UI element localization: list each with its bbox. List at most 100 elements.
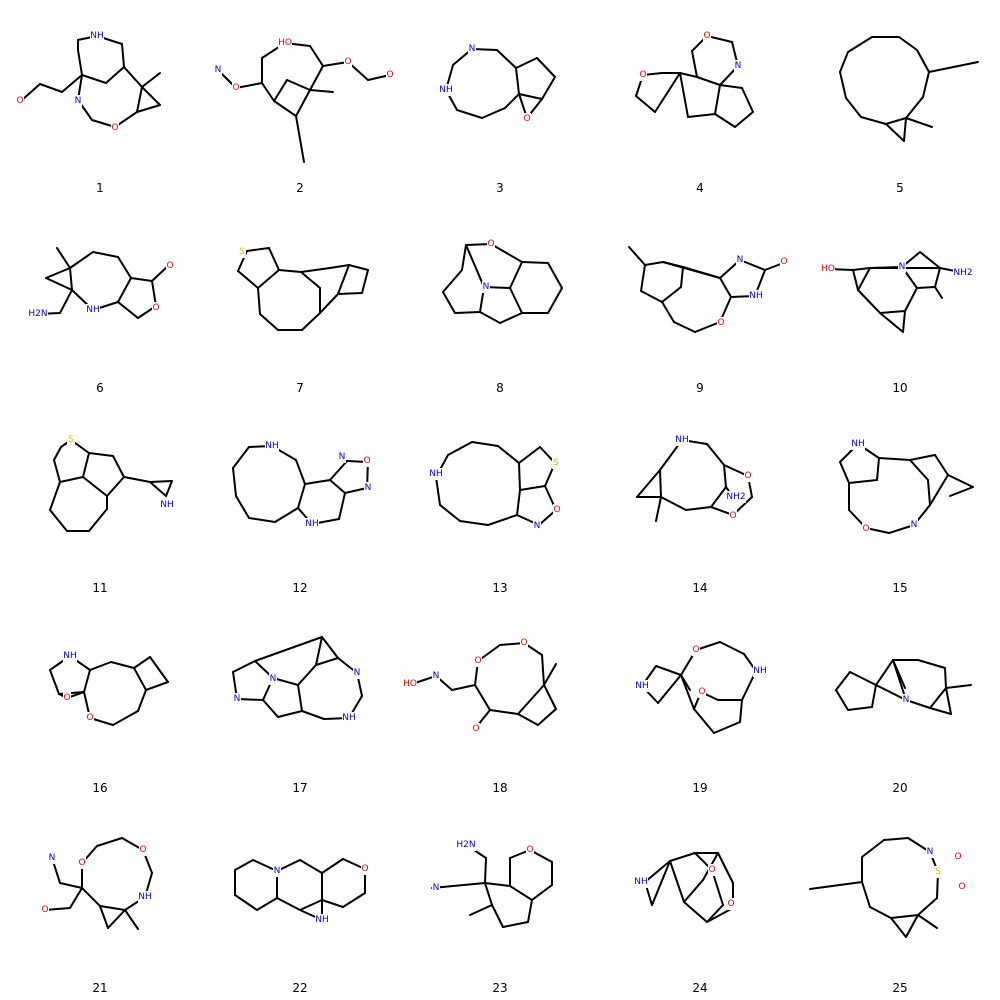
atom-label-background — [361, 863, 369, 875]
atom-label: S — [239, 247, 245, 257]
molecule-structure: NH N O N NH — [232, 440, 372, 530]
molecule-structure: O O NH H2N — [28, 247, 174, 320]
atom-label-background — [403, 678, 417, 690]
bond-line — [479, 311, 501, 324]
atom-label: N — [215, 65, 222, 75]
bond-line — [59, 289, 73, 314]
bond-line — [69, 251, 94, 269]
bond-line — [515, 67, 520, 95]
atom-label-background — [749, 290, 763, 302]
bond-line — [315, 636, 323, 666]
bond-line — [39, 83, 63, 93]
bond-line — [107, 909, 126, 929]
atom-label: O — [152, 303, 159, 313]
bond-line — [232, 446, 250, 469]
bond-line — [257, 269, 280, 289]
atom-label: N — [270, 674, 277, 684]
bond-line — [898, 36, 918, 51]
bond-line — [53, 446, 62, 461]
bond-line — [640, 264, 646, 292]
bond-line — [439, 504, 461, 522]
atom-label: O — [862, 524, 869, 534]
bond-line — [917, 659, 946, 669]
bond-line — [909, 454, 936, 461]
bond-line — [489, 709, 519, 715]
bond-line — [321, 858, 344, 874]
atom-label-background — [717, 317, 725, 329]
bond-line — [257, 287, 261, 315]
bond-line — [261, 82, 275, 102]
molecule-structure: O N O NH O — [41, 837, 153, 930]
bond-line — [484, 882, 511, 887]
atom-label: NH — [429, 469, 443, 479]
atom-label: NH — [63, 651, 77, 661]
molecule-structure: NH O O — [634, 852, 735, 923]
bond-line — [117, 301, 139, 319]
bond-line — [256, 897, 278, 911]
bond-line — [669, 852, 696, 862]
atom-label: N — [927, 847, 934, 857]
molecule-cell: O N O NH O 21 — [0, 800, 200, 1000]
bond-line — [890, 917, 907, 938]
bond-line — [145, 681, 169, 691]
bond-line — [945, 684, 972, 689]
bond-line — [133, 667, 147, 691]
bond-line — [635, 95, 656, 113]
molecule-cell: NH O N O 1 — [0, 0, 200, 200]
atom-label-background — [265, 440, 279, 452]
atom-label: O — [386, 70, 393, 80]
atom-label-background — [726, 491, 746, 503]
bond-line — [329, 264, 350, 269]
bond-line — [636, 469, 661, 498]
atom-label: HO — [821, 264, 835, 274]
molecule-number-label: 23 — [492, 981, 508, 995]
bond-line — [879, 312, 904, 333]
bond-line — [59, 882, 83, 889]
atom-label-background — [692, 644, 700, 656]
molecule-number-label: 3 — [496, 181, 504, 195]
bond-line — [848, 479, 878, 484]
molecule-number-label: 16 — [92, 781, 108, 795]
atom-label: NH — [90, 31, 104, 41]
bond-line — [883, 837, 909, 841]
atom-label: NH — [634, 877, 648, 887]
bond-line — [917, 897, 938, 916]
atom-label-background — [474, 655, 482, 667]
bond-line — [517, 684, 545, 715]
bond-line — [321, 636, 339, 659]
atom-label-background — [926, 846, 934, 858]
atom-label-background — [386, 69, 394, 81]
atom-label: N — [234, 694, 241, 704]
bond-line — [277, 710, 303, 718]
bond-line — [876, 457, 880, 481]
bond-line — [905, 914, 919, 938]
molecule-cell: N O NH O 9 — [600, 200, 800, 400]
bond-line — [869, 906, 892, 919]
bond-line — [273, 79, 288, 102]
atom-label: O — [958, 882, 965, 892]
bond-line — [890, 914, 919, 919]
bond-line — [88, 508, 108, 532]
bond-line — [917, 914, 938, 929]
bond-line — [903, 117, 907, 142]
bond-line — [679, 72, 698, 78]
bond-line — [714, 113, 736, 128]
bond-line — [477, 709, 491, 726]
bond-line — [465, 243, 492, 246]
molecule-number-label: 19 — [692, 781, 708, 795]
bond-line — [45, 277, 73, 291]
atom-label: NH — [315, 915, 329, 925]
molecule-structure: O HO N O O — [403, 637, 557, 735]
bond-line — [714, 84, 721, 115]
bond-line — [342, 892, 366, 908]
bond-line — [268, 247, 280, 271]
bond-line — [657, 674, 682, 704]
bond-line — [839, 51, 849, 73]
bond-line — [69, 887, 83, 909]
bond-line — [861, 839, 885, 858]
atom-label-background — [278, 37, 292, 49]
atom-label: N — [274, 866, 281, 876]
atom-label: HO — [403, 679, 417, 689]
bond-line — [262, 699, 279, 718]
